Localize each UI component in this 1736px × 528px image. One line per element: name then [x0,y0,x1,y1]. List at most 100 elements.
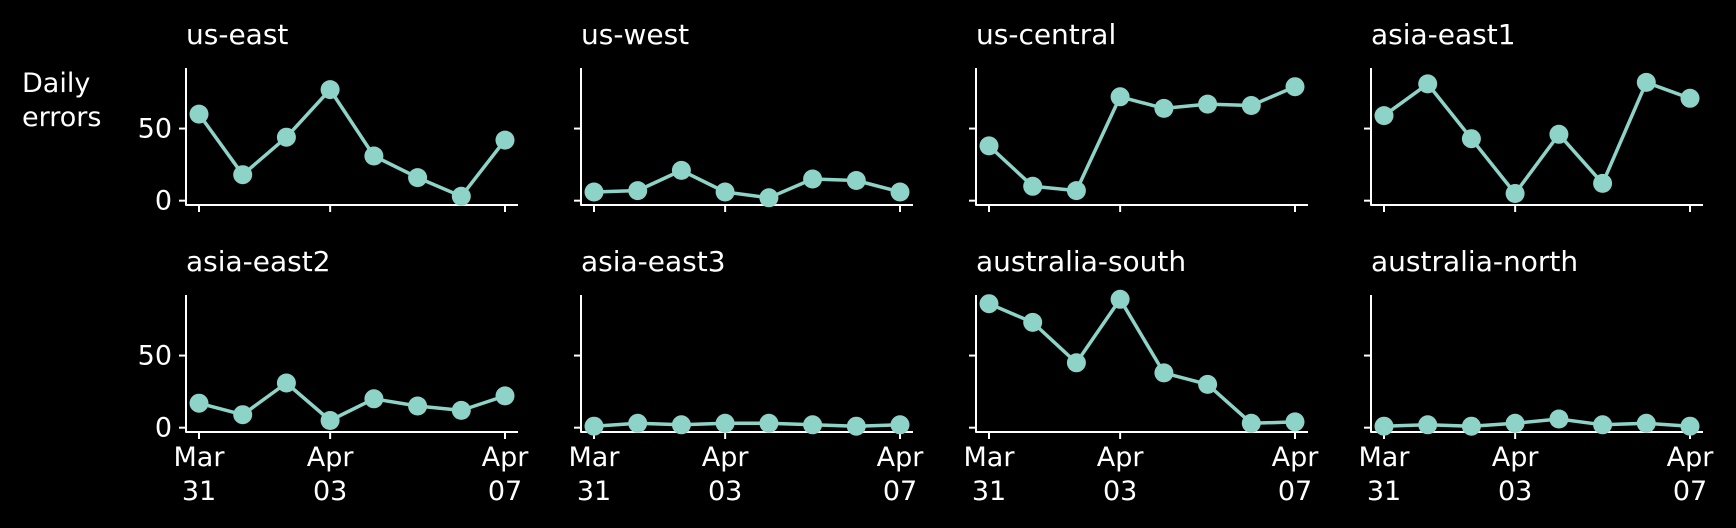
x-tick-label: Mar [174,442,226,473]
data-point [1549,409,1569,429]
panel-title: asia-east2 [186,245,331,278]
x-tick-label: 03 [1103,476,1137,507]
data-point [671,415,691,435]
panel-title: asia-east1 [1371,18,1516,51]
x-tick-label: Apr [482,442,530,473]
data-point [846,171,866,190]
data-point [1198,374,1218,394]
x-tick-label: Apr [877,442,925,473]
data-point [1110,87,1130,107]
series-line [988,297,1296,426]
panel-title: australia-south [976,245,1186,278]
data-point [320,411,340,430]
data-point [276,373,296,393]
data-point [1593,173,1613,193]
panel-us-west: us-west [574,18,913,212]
data-point [715,182,735,202]
data-point [1418,415,1438,435]
x-tick-label: 03 [1498,476,1532,507]
x-tick-label: 03 [313,476,347,507]
panel-asia-east1: asia-east1 [1364,18,1703,212]
data-point [189,393,209,413]
data-point [1241,413,1261,433]
data-point [628,413,648,433]
data-point [1066,181,1086,201]
series-line [1382,80,1691,196]
data-point [671,160,691,180]
y-tick-label: 50 [138,341,172,372]
data-point [1549,124,1569,144]
data-point [1505,413,1525,433]
x-tick-label: 03 [708,476,742,507]
data-point [890,182,910,202]
data-point [276,127,296,147]
data-point [584,416,604,436]
data-point [1636,72,1656,92]
data-point [759,413,779,433]
data-point [1154,363,1174,383]
data-point [408,168,428,188]
x-tick-label: 07 [488,476,522,507]
x-tick-label: 31 [1367,476,1401,507]
data-point [1461,129,1481,149]
data-point [979,294,999,314]
x-tick-label: Apr [1492,442,1540,473]
data-point [320,80,340,100]
data-point [408,396,428,416]
data-point [846,416,866,436]
data-point [1418,74,1438,94]
x-tick-label: 31 [577,476,611,507]
panel-title: us-west [581,18,689,51]
panel-title: asia-east3 [581,245,726,278]
data-point [1023,176,1043,196]
data-point [189,104,209,124]
data-point [1198,94,1218,114]
data-point [1680,416,1700,436]
data-point [364,389,384,409]
x-tick-label: Mar [964,442,1016,473]
data-point [1680,88,1700,108]
data-point [1636,413,1656,433]
panel-title: us-central [976,18,1116,51]
data-point [1023,312,1043,332]
data-point [759,188,779,208]
x-tick-label: Apr [1667,442,1715,473]
panel-title: us-east [186,18,288,51]
data-point [451,400,471,420]
x-tick-label: 07 [1278,476,1312,507]
y-tick-label: 50 [138,114,172,145]
data-point [495,386,515,406]
data-point [979,136,999,156]
y-axis-label-line-2: errors [22,102,101,133]
data-point [1066,353,1086,373]
x-tick-label: 31 [182,476,216,507]
panel-us-east: us-east 0 50 [138,18,518,217]
data-point [495,130,515,150]
data-point [364,146,384,166]
panel-us-central: us-central [969,18,1308,212]
data-point [1241,96,1261,115]
x-tick-label: Apr [1097,442,1145,473]
data-point [890,415,910,435]
data-point [233,405,253,425]
x-tick-label: Mar [569,442,621,473]
data-point [803,169,823,189]
x-tick-label: 31 [972,476,1006,507]
data-point [1505,184,1525,203]
data-point [451,186,471,206]
data-point [1374,106,1394,126]
y-tick-label: 0 [155,186,172,217]
data-point [1593,415,1613,435]
x-tick-label: Mar [1359,442,1411,473]
x-tick-label: Apr [1272,442,1320,473]
data-point [1285,77,1305,97]
x-tick-label: Apr [307,442,355,473]
data-point [233,165,253,185]
data-point [803,415,823,435]
